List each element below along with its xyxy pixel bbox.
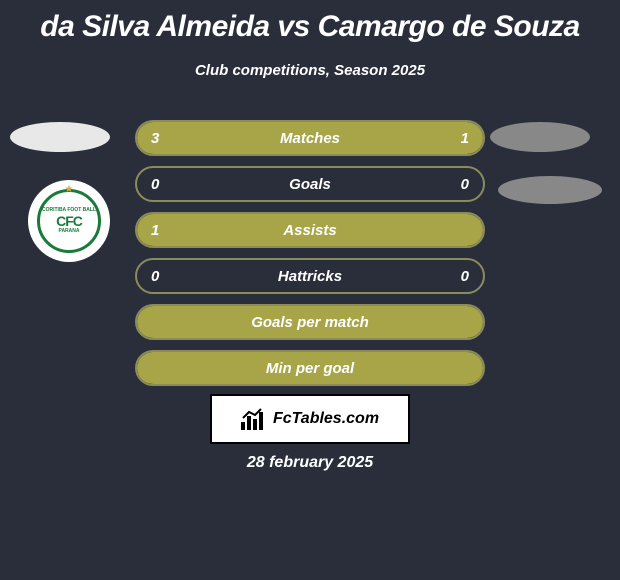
club-badge-left: ★ CORITIBA FOOT BALL CFC PARANA [28,180,110,262]
stat-fill-right [397,122,484,154]
stat-value-left: 3 [151,130,159,147]
stat-label: Assists [283,222,336,239]
page-title: da Silva Almeida vs Camargo de Souza [0,0,620,44]
stat-value-right: 0 [461,268,469,285]
star-icon: ★ [65,184,74,195]
club-abbrev: CFC [56,213,82,229]
footer-attribution: FcTables.com [210,394,410,444]
stat-label: Goals per match [251,314,369,331]
stat-value-right: 0 [461,176,469,193]
footer-text: FcTables.com [273,410,379,428]
stat-row: 0 Hattricks 0 [135,258,485,294]
stats-container: 3 Matches 1 0 Goals 0 1 Assists 0 Hattricks 0 Goals… [135,120,485,396]
stat-value-right: 1 [461,130,469,147]
player-badge-right-2 [498,176,602,204]
stat-label: Min per goal [266,360,354,377]
page-subtitle: Club competitions, Season 2025 [0,62,620,79]
stat-value-left: 0 [151,268,159,285]
stat-row: Goals per match [135,304,485,340]
stat-label: Hattricks [278,268,342,285]
stat-row: 3 Matches 1 [135,120,485,156]
stat-label: Goals [289,176,331,193]
stat-row: Min per goal [135,350,485,386]
club-ring-text-bottom: PARANA [58,229,79,235]
stat-label: Matches [280,130,340,147]
stat-row: 1 Assists [135,212,485,248]
player-badge-left [10,122,110,152]
player-badge-right-1 [490,122,590,152]
stat-fill-left [137,122,397,154]
club-badge-inner: ★ CORITIBA FOOT BALL CFC PARANA [37,189,101,253]
stat-value-left: 0 [151,176,159,193]
date-label: 28 february 2025 [0,454,620,472]
stat-value-left: 1 [151,222,159,239]
chart-icon [241,408,267,430]
stat-row: 0 Goals 0 [135,166,485,202]
